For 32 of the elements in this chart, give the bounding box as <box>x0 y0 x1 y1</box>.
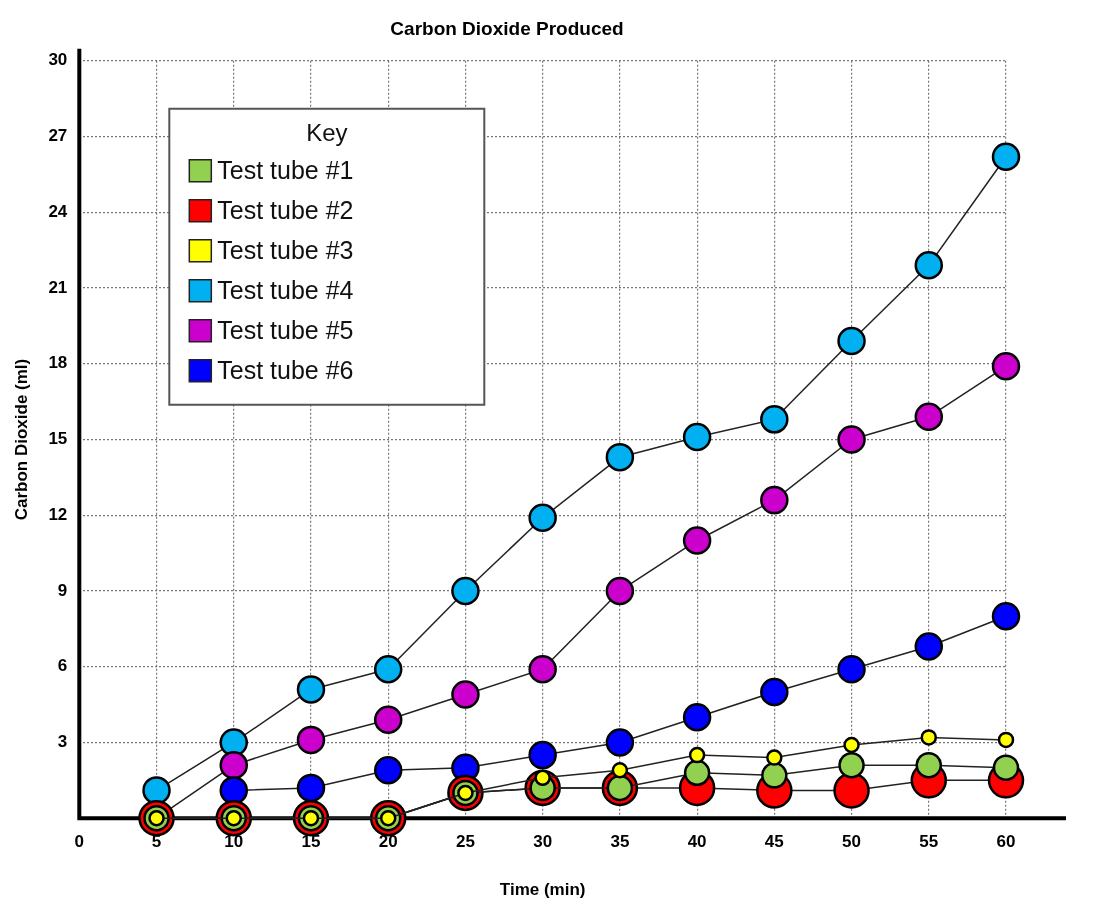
x-tick-label: 30 <box>533 832 553 852</box>
x-tick-label: 20 <box>378 832 398 852</box>
x-tick-label: 60 <box>996 832 1016 852</box>
legend-label: Test tube #4 <box>217 275 354 304</box>
legend-label: Test tube #5 <box>217 315 354 344</box>
y-tick-label: 6 <box>57 656 68 676</box>
y-tick-label: 9 <box>57 580 68 600</box>
x-tick-label: 55 <box>919 832 939 852</box>
y-axis-title: Carbon Dioxide (ml) <box>11 358 31 521</box>
y-tick-label: 24 <box>48 201 68 221</box>
x-tick-label: 25 <box>455 832 475 852</box>
x-axis-title: Time (min) <box>499 880 586 900</box>
y-tick-label: 27 <box>48 126 68 146</box>
y-tick-label: 3 <box>57 732 68 752</box>
legend-title: Key <box>306 119 348 147</box>
chart-title: Carbon Dioxide Produced <box>390 17 624 39</box>
y-tick-label: 15 <box>48 429 68 449</box>
y-tick-label: 30 <box>48 50 68 70</box>
x-tick-label: 15 <box>301 832 321 852</box>
x-tick-label: 45 <box>764 832 784 852</box>
legend-label: Test tube #3 <box>217 235 354 264</box>
x-tick-label: 40 <box>687 832 707 852</box>
x-tick-label: 10 <box>224 832 244 852</box>
legend-label: Test tube #2 <box>217 195 354 224</box>
x-tick-label: 0 <box>74 832 85 852</box>
y-tick-label: 12 <box>48 504 68 524</box>
legend-label: Test tube #1 <box>217 155 354 184</box>
x-tick-label: 50 <box>842 832 862 852</box>
legend-label: Test tube #6 <box>217 355 354 384</box>
y-tick-label: 18 <box>48 353 68 373</box>
y-tick-label: 21 <box>48 277 68 297</box>
x-tick-label: 35 <box>610 832 630 852</box>
